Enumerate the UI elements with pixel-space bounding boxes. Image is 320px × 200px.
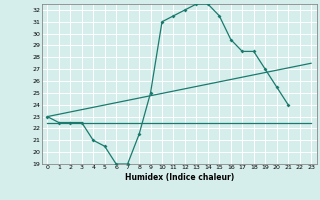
X-axis label: Humidex (Indice chaleur): Humidex (Indice chaleur) [124, 173, 234, 182]
